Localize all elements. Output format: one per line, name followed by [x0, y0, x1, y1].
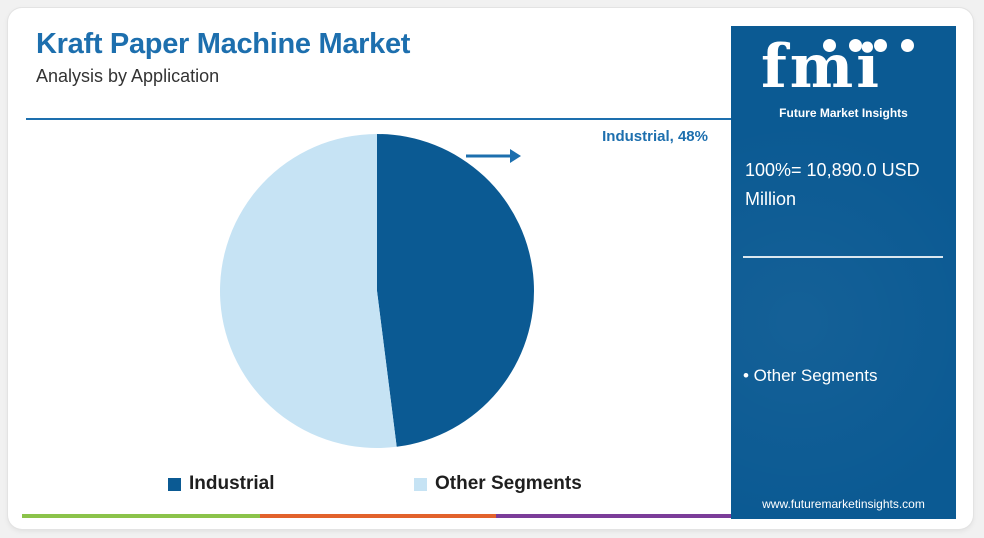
legend-item-industrial: Industrial: [168, 471, 275, 497]
legend-swatch-industrial: [168, 477, 181, 491]
info-sidebar: fmi Future Market Insights 100%= 10,890.…: [731, 26, 956, 519]
website-link[interactable]: www.futuremarketinsights.com: [762, 497, 925, 511]
logo-dot-icon: [823, 39, 836, 52]
chart-card: Kraft Paper Machine Market Analysis by A…: [8, 8, 973, 529]
pie-slice-other-segments: [220, 134, 397, 448]
logo-dot-icon: [901, 39, 914, 52]
slice-annotation-label: Industrial, 48%: [602, 128, 708, 145]
title-divider: [26, 118, 731, 120]
pie-slice-industrial: [377, 134, 534, 447]
market-total: 100%= 10,890.0 USD Million: [745, 160, 920, 209]
legend-item-other-segments: Other Segments: [414, 471, 582, 497]
chart-subtitle: Analysis by Application: [36, 66, 220, 86]
sidebar-divider: [743, 256, 943, 258]
chart-title: Kraft Paper Machine Market: [36, 28, 411, 60]
legend-label-industrial: Industrial: [189, 473, 275, 494]
logo-subtitle: Future Market Insights: [779, 106, 908, 120]
footer-bar-orange: [260, 514, 496, 518]
legend-swatch-other-segments: [414, 477, 427, 491]
legend-label-other-segments: Other Segments: [435, 473, 582, 494]
fmi-logo: fmi: [761, 32, 883, 102]
annotation-arrow: [466, 149, 521, 163]
pie-chart: Industrial, 48%: [220, 128, 708, 448]
logo-dot-icon: [849, 39, 862, 52]
logo-dot-icon: [874, 39, 887, 52]
pie-slices: [220, 134, 534, 448]
sidebar-segment-item: • Other Segments: [743, 366, 878, 385]
footer-bar-green: [22, 514, 260, 518]
footer-bar-purple: [496, 514, 731, 518]
